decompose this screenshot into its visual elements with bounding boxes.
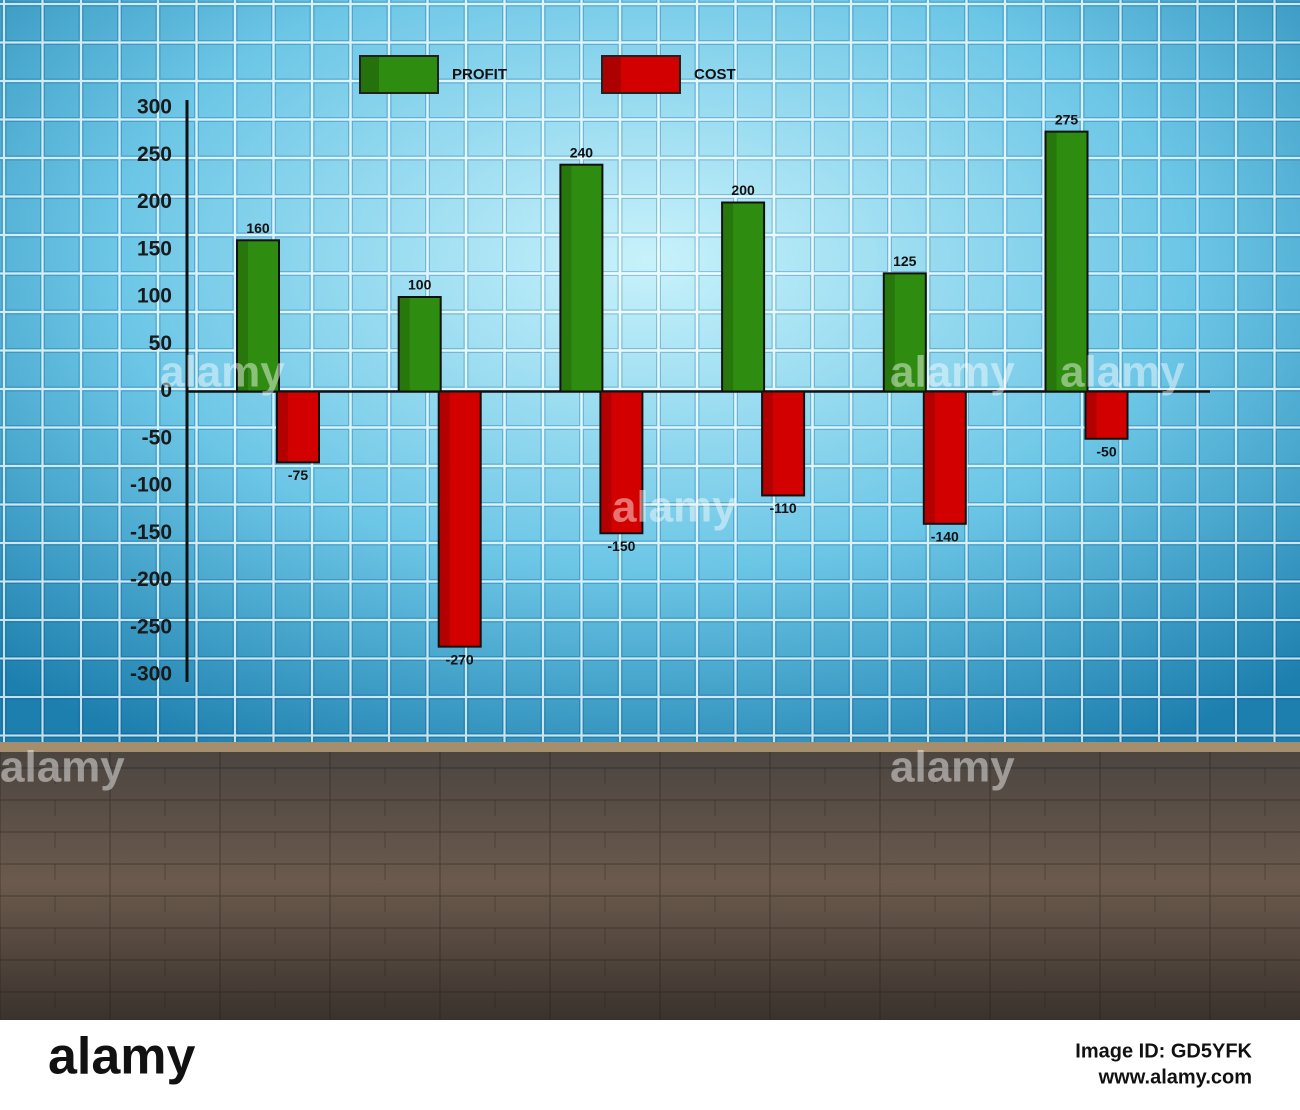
- y-tick-label: 300: [137, 96, 172, 119]
- legend-swatch: [601, 55, 681, 94]
- y-tick-label: -300: [130, 663, 172, 686]
- y-tick-label: -200: [130, 568, 172, 591]
- value-label: 160: [246, 220, 270, 236]
- legend-swatch-shade: [603, 57, 621, 92]
- y-tick-label: 0: [160, 379, 172, 402]
- value-label: -110: [769, 500, 796, 516]
- bar: [397, 296, 442, 393]
- value-label: -270: [446, 651, 474, 667]
- bar: [761, 390, 806, 497]
- watermarks: alamy alamy alamy alamy alamy alamy alamy Image…: [0, 348, 1253, 1089]
- value-label: 125: [893, 253, 917, 269]
- bar: [559, 163, 604, 393]
- y-tick-label: 100: [137, 285, 172, 308]
- bar-shade: [763, 392, 774, 495]
- image-url: www.alamy.com: [1098, 1066, 1252, 1088]
- watermark-logo: alamy: [612, 483, 737, 532]
- watermark-logo: alamy: [1060, 348, 1185, 397]
- y-tick-label: -250: [130, 615, 172, 638]
- bar: [236, 239, 280, 393]
- image-id: Image ID: GD5YFK: [1075, 1040, 1252, 1062]
- value-label: 200: [731, 182, 755, 198]
- y-tick-label: 150: [137, 237, 172, 260]
- y-tick-label: -50: [142, 426, 172, 449]
- bar-shade: [238, 241, 248, 391]
- bar: [276, 390, 320, 464]
- y-tick-label: -150: [130, 521, 172, 544]
- legend-swatch-shade: [361, 57, 379, 92]
- bar-shade: [723, 203, 734, 391]
- bar-shade: [1086, 392, 1097, 438]
- value-label: 275: [1055, 111, 1079, 127]
- legend-label: PROFIT: [452, 66, 507, 83]
- watermark-logo: alamy: [890, 743, 1015, 792]
- value-label: 100: [408, 277, 432, 293]
- value-label: -75: [288, 467, 308, 483]
- chart: 300 250 200 150 100 50 0 -50 -100 -150 -200 -250 -30…: [130, 55, 1210, 686]
- bar: [721, 201, 766, 393]
- bar-shade: [924, 392, 935, 523]
- bar: [882, 272, 927, 393]
- bar: [1044, 130, 1089, 393]
- watermark-logo: alamy: [890, 348, 1015, 397]
- bar: [437, 390, 482, 648]
- footer-strip: [0, 1020, 1300, 1110]
- legend-swatch: [359, 55, 439, 94]
- value-label: -50: [1096, 443, 1116, 459]
- bar-shade: [884, 274, 895, 391]
- y-tick-label: -100: [130, 474, 172, 497]
- bar-shade: [278, 392, 288, 462]
- footer-logo: alamy: [48, 1028, 196, 1086]
- bar-shade: [561, 165, 572, 391]
- watermark-logo: alamy: [0, 743, 125, 792]
- value-label: 240: [570, 144, 594, 160]
- bar-shade: [1046, 132, 1057, 391]
- bar-shade: [439, 392, 450, 646]
- baseboard: [0, 742, 1300, 752]
- value-label: -140: [931, 529, 959, 545]
- bar-shade: [399, 298, 410, 391]
- y-tick-label: 50: [149, 332, 172, 355]
- y-tick-label: 250: [137, 143, 172, 166]
- bar: [922, 390, 967, 525]
- y-tick-label: 200: [137, 190, 172, 213]
- bar: [1084, 390, 1129, 440]
- floor-planks: [0, 745, 1300, 1020]
- legend-label: COST: [694, 66, 736, 83]
- watermark-logo: alamy: [160, 348, 285, 397]
- value-label: -150: [607, 538, 635, 554]
- bar: [599, 390, 644, 535]
- bar-shade: [601, 392, 612, 533]
